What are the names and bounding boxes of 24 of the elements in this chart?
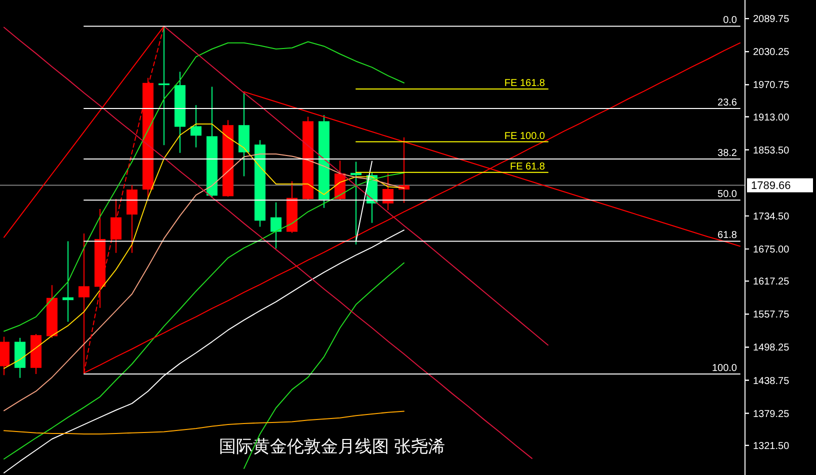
y-tick-label: 1557.75 [753,310,790,321]
y-tick-label: 1853.50 [753,145,790,156]
y-tick-label: 1675.00 [753,244,790,256]
annotation: 23.6 [718,97,738,108]
y-tick-label: 1970.75 [753,80,790,92]
annotation: 0.0 [723,15,738,26]
y-tick-label: 2089.75 [753,14,790,26]
y-tick-label: 2030.25 [753,47,790,58]
y-tick-label: 1379.25 [753,408,790,420]
y-tick-label: 1321.50 [753,440,790,452]
annotation: FE 161.8 [504,78,546,89]
y-tick-label: 1913.00 [753,112,790,124]
annotation: 38.2 [718,148,738,159]
text: 国际黄金伦敦金月线图 张尧浠 [219,437,445,456]
annotation: FE 100.0 [504,130,546,142]
annotation: 50.0 [718,189,738,200]
ref-line-label: 1789.66 [751,180,791,192]
y-tick-label: 1498.25 [753,342,790,354]
annotation: 100.0 [712,363,738,374]
annotation: 61.8 [718,230,738,242]
y-tick-label: 1734.50 [753,211,790,222]
y-tick-label: 1617.25 [753,276,790,288]
y-tick-label: 1438.75 [753,376,790,387]
annotation: FE 61.8 [510,161,546,172]
